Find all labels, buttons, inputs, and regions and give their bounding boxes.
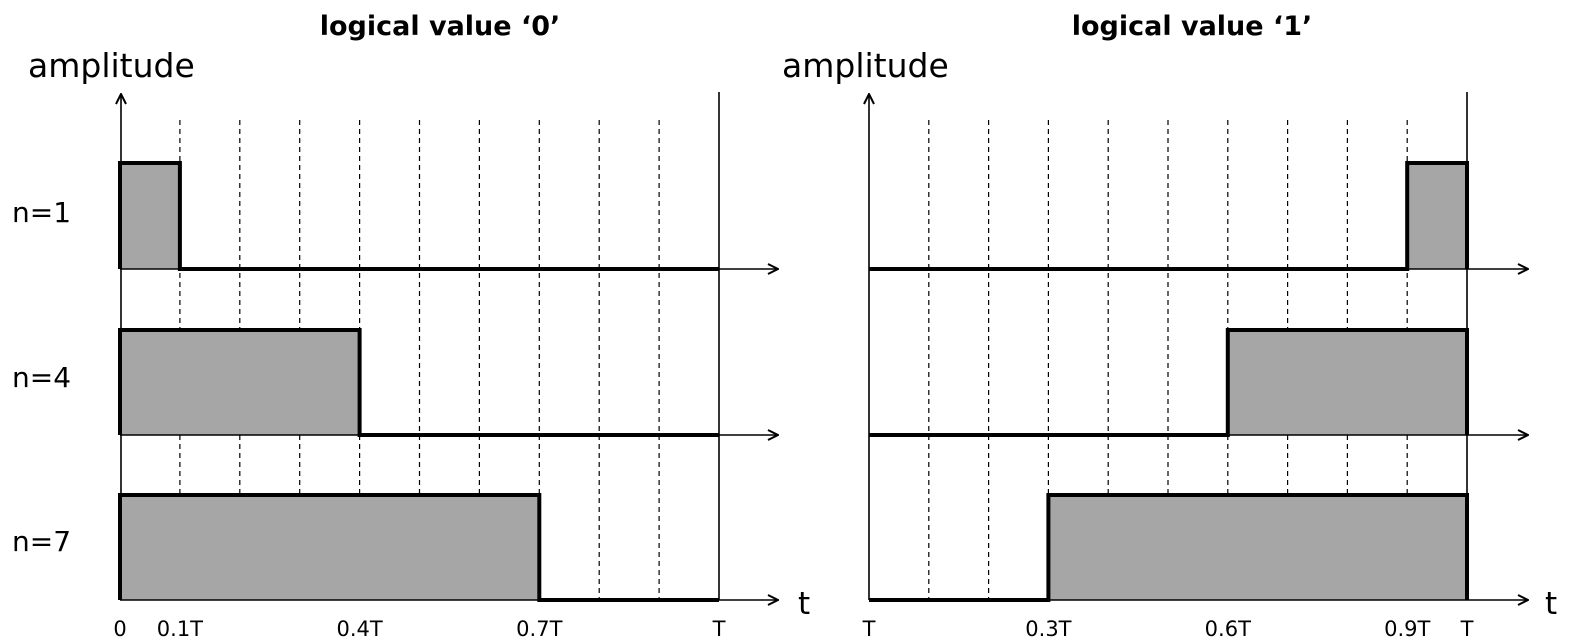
row-label-n7: n=7: [12, 525, 71, 558]
tick-label: T: [1460, 617, 1474, 641]
pulses: [118, 161, 719, 602]
pulse-fill-n7: [1048, 495, 1467, 600]
tick-labels: T 0.3T 0.6T 0.9T T: [862, 617, 1474, 641]
panel-logical-1: logical value ‘1’ amplitude t T 0.3T 0.6T 0…: [782, 11, 1557, 641]
pulse-fill-n1: [1407, 163, 1467, 269]
tick-label: T: [712, 617, 726, 641]
panel-logical-0: logical value ‘0’ amplitude t 0 0.1T 0.4T 0…: [28, 11, 810, 641]
pulse-fill-n7: [120, 495, 540, 600]
tick-label: 0.4T: [336, 617, 382, 641]
t-axis-label: t: [1545, 586, 1557, 622]
panel-title: logical value ‘1’: [1072, 11, 1313, 42]
pulse-fill-n4: [120, 330, 360, 435]
axes: [120, 94, 778, 600]
t-axis-label: t: [798, 586, 810, 622]
pulse-fill-n4: [1227, 330, 1467, 435]
tick-label: 0.9T: [1384, 617, 1430, 641]
pulse-fill-n1: [120, 163, 180, 269]
y-axis-label: amplitude: [782, 46, 949, 85]
tick-label: 0.3T: [1025, 617, 1071, 641]
tick-label: 0.1T: [157, 617, 203, 641]
tick-label: 0: [113, 617, 126, 641]
tick-label: T: [862, 617, 876, 641]
tick-label: 0.7T: [516, 617, 562, 641]
row-label-n1: n=1: [12, 196, 71, 229]
tick-label: 0.6T: [1205, 617, 1251, 641]
row-label-n4: n=4: [12, 361, 71, 394]
axes: [869, 94, 1528, 600]
y-axis-label: amplitude: [28, 46, 195, 85]
pulses: [869, 161, 1469, 602]
tick-labels: 0 0.1T 0.4T 0.7T T: [113, 617, 725, 641]
panel-title: logical value ‘0’: [320, 11, 561, 42]
